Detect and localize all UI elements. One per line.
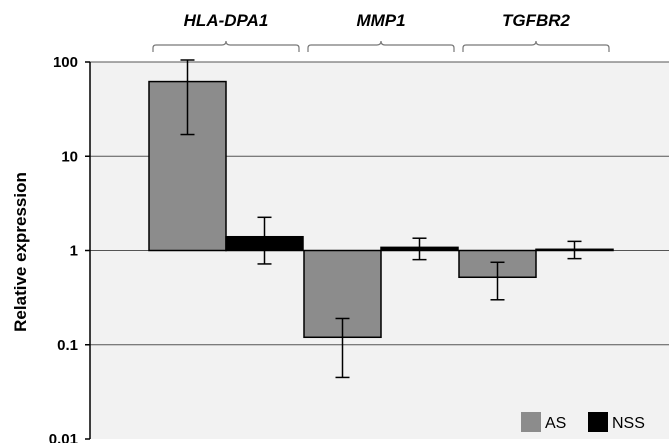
legend-swatch-as <box>521 412 541 432</box>
group-bracket <box>307 40 455 52</box>
error-bar-nss-mmp1 <box>412 237 427 261</box>
group-brackets: HLA-DPA1 MMP1 TGFBR2 <box>152 11 610 52</box>
category-label: HLA-DPA1 <box>184 11 269 30</box>
error-bar-nss-tgfbr2 <box>567 240 582 260</box>
group-bracket <box>462 40 610 52</box>
error-bars <box>180 59 582 379</box>
y-tick-label: 100 <box>53 54 78 71</box>
error-bar-as-hla-dpa1 <box>180 59 195 136</box>
y-tick-label: 1 <box>70 243 78 260</box>
legend-label-as: AS <box>545 415 566 432</box>
error-bar-as-mmp1 <box>335 317 350 379</box>
category-label: TGFBR2 <box>502 11 571 30</box>
error-bar-nss-hla-dpa1 <box>257 216 272 265</box>
y-tick-label: 0.01 <box>49 431 78 443</box>
error-bar-as-tgfbr2 <box>490 261 505 301</box>
y-tick-label: 0.1 <box>57 337 78 354</box>
group-bracket <box>152 40 300 52</box>
legend-swatch-nss <box>588 412 608 432</box>
y-axis-title: Relative expression <box>11 172 30 332</box>
legend-label-nss: NSS <box>612 415 645 432</box>
category-label: MMP1 <box>356 11 405 30</box>
y-tick-label: 10 <box>61 148 78 165</box>
y-axis-ticks: 100 10 1 0.1 0.01 <box>49 54 90 443</box>
legend: AS NSS <box>521 412 645 432</box>
